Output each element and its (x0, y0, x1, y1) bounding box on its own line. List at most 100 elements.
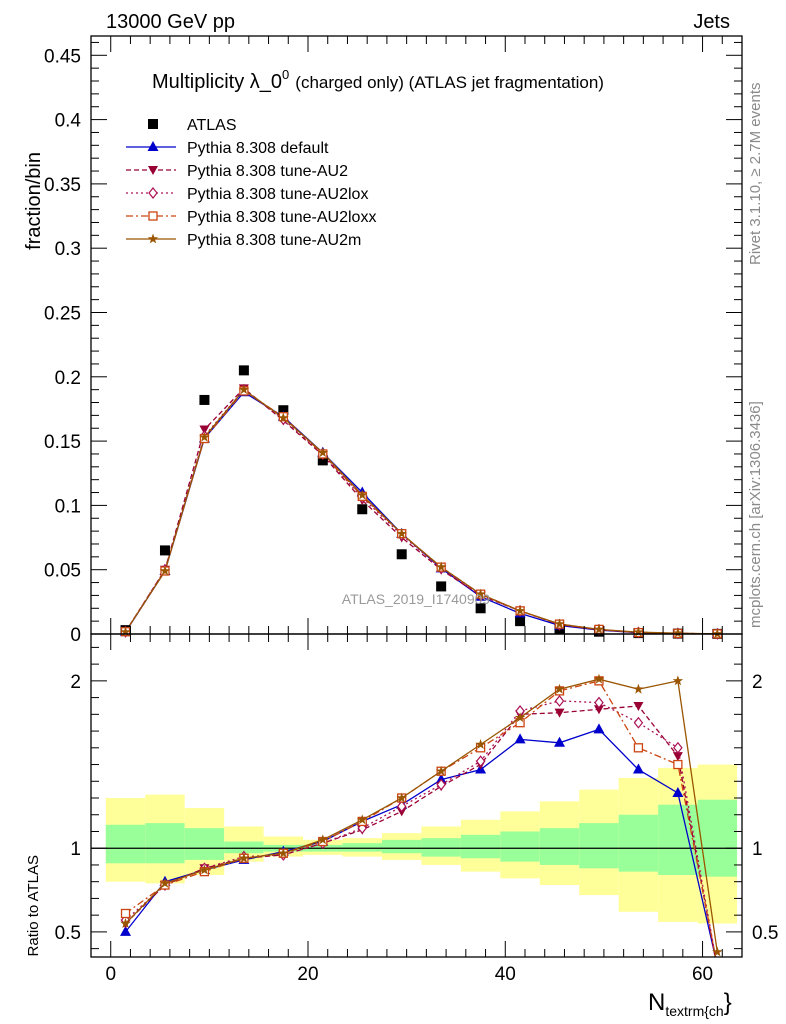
ratio-xlabel-sub: textrm{ch (665, 1003, 723, 1019)
band-inner (381, 839, 422, 854)
header-left: 13000 GeV pp (106, 11, 235, 33)
point-au2m (514, 605, 526, 616)
ratio-point-default (514, 733, 526, 744)
ratio-ytick-label: 2 (70, 672, 81, 693)
ratio-line-au2m (125, 678, 718, 953)
point-atlas (357, 504, 368, 515)
plot-title-rest: (charged only) (ATLAS jet fragmentation) (295, 73, 604, 92)
plot-title-main: Multiplicity λ_0 (152, 71, 282, 93)
header-right: Jets (693, 11, 730, 33)
ratio-xlabel-close: } (724, 989, 732, 1016)
ratio-point-au2lox (396, 800, 407, 813)
ratio-ytick-label-right: 0.5 (752, 923, 778, 944)
ratio-point-au2m (435, 765, 447, 776)
ratio-ytick-label-right: 2 (752, 672, 763, 693)
point-au2m (475, 588, 486, 599)
ratio-plot-data (120, 673, 723, 957)
main-ytick-label: 0.3 (55, 239, 81, 260)
point-au2m (278, 412, 289, 423)
ratio-point-default (593, 723, 605, 734)
ratio-point-au2loxx (120, 908, 131, 919)
ratio-point-au2m (357, 814, 368, 825)
point-au2m (435, 561, 447, 572)
band-inner (421, 838, 461, 857)
legend-label-au2loxx: Pythia 8.308 tune-AU2loxx (187, 209, 376, 226)
ratio-point-au2lox (633, 716, 644, 729)
ratio-point-au2m (317, 834, 328, 845)
ratio-xtick-label: 60 (692, 964, 713, 985)
band-inner (539, 828, 580, 865)
ratio-point-au2 (672, 752, 683, 762)
watermark: ATLAS_2019_I1740909 (342, 591, 491, 607)
band-inner (618, 814, 659, 872)
ratio-point-default (672, 786, 684, 797)
point-au2m (672, 627, 684, 638)
point-au2m (238, 384, 250, 395)
ratio-point-default (632, 763, 644, 774)
ratio-point-au2m (593, 673, 605, 684)
main-ytick-label: 0.4 (55, 111, 82, 132)
band-inner (500, 831, 540, 862)
point-atlas (317, 455, 328, 466)
legend-marker-atlas (148, 119, 158, 129)
ratio-point-default (120, 925, 132, 936)
ratio-series (120, 673, 723, 957)
point-atlas (396, 549, 407, 560)
ratio-xtick-label: 40 (495, 964, 516, 985)
ratio-ylabel: Ratio to ATLAS (25, 855, 42, 956)
legend-label-au2lox: Pythia 8.308 tune-AU2lox (187, 186, 368, 203)
band-inner (224, 841, 264, 854)
ratio-xlabel: Ntextrm{ch} (648, 989, 732, 1019)
ratio-point-au2lox (554, 694, 565, 707)
point-au2m (712, 628, 723, 639)
point-au2m (120, 626, 131, 637)
ratio-xtick-label: 0 (105, 964, 116, 985)
legend-label-atlas: ATLAS (187, 117, 237, 134)
series-line-au2m (124, 388, 718, 635)
point-atlas (238, 365, 249, 376)
ratio-point-default (435, 773, 447, 784)
legend-marker-au2m (147, 233, 159, 244)
ratio-frame (90, 633, 743, 958)
band-inner (579, 823, 619, 869)
ratio-point-au2lox (436, 778, 446, 791)
band-inner (105, 824, 146, 864)
band-inner (658, 804, 698, 875)
ratio-point-au2m (159, 877, 171, 888)
legend-marker-au2lox (148, 187, 158, 199)
point-atlas (278, 405, 289, 416)
ratio-point-au2m (514, 712, 526, 723)
band-inner (145, 823, 185, 864)
ratio-xlabel-main: N (648, 989, 665, 1016)
legend-label-default: Pythia 8.308 default (187, 140, 329, 157)
point-au2m (633, 626, 644, 637)
point-au2m (396, 528, 407, 539)
legend-label-au2m: Pythia 8.308 tune-AU2m (187, 232, 361, 249)
ratio-line-au2 (125, 705, 716, 957)
point-au2m (199, 431, 210, 442)
side-label-top: Rivet 3.1.10, ≥ 2.7M events (747, 83, 764, 266)
point-au2m (317, 447, 328, 458)
side-label-bottom: mcplots.cern.ch [arXiv:1306.3436] (747, 401, 764, 628)
legend-label-au2: Pythia 8.308 tune-AU2 (187, 163, 348, 180)
main-ylabel: fraction/bin (23, 152, 45, 250)
ratio-point-au2m (238, 852, 250, 863)
ratio-point-au2m (278, 847, 289, 858)
ratio-line-au2lox (125, 700, 717, 957)
ratio-point-au2m (633, 683, 644, 694)
ratio-point-au2loxx (673, 759, 683, 770)
main-ytick-label: 0.2 (55, 368, 81, 389)
ratio-point-au2lox (475, 755, 486, 768)
point-au2m (159, 565, 171, 576)
ratio-ytick-label: 1 (70, 839, 81, 860)
ratio-point-au2m (672, 675, 684, 686)
main-ytick-label: 0 (70, 625, 81, 646)
point-atlas (199, 394, 210, 405)
main-ytick-label: 0.15 (44, 432, 81, 453)
point-au2m (357, 489, 368, 500)
ratio-point-default (554, 736, 566, 747)
point-atlas (436, 581, 447, 592)
point-atlas (515, 616, 526, 627)
ratio-point-au2m (554, 683, 565, 694)
